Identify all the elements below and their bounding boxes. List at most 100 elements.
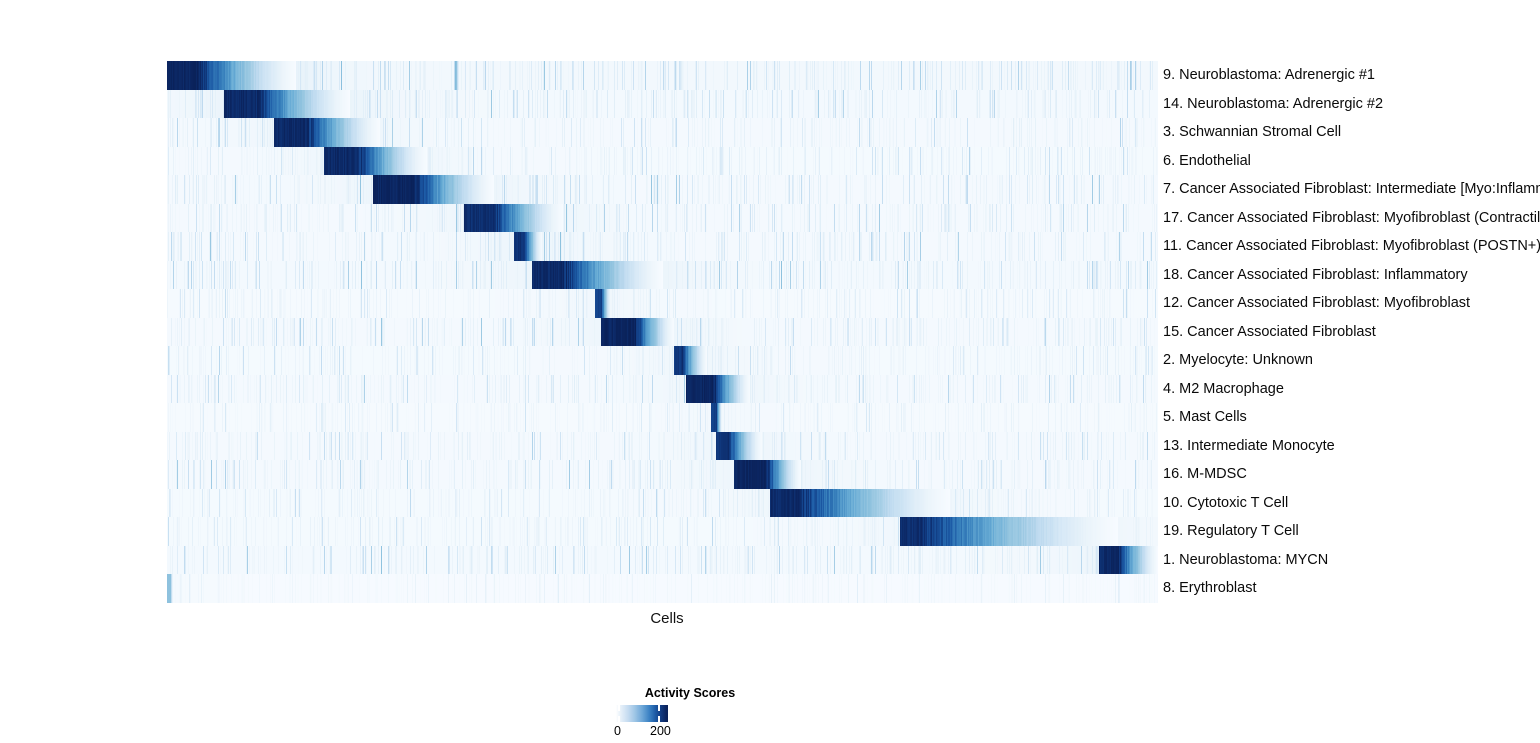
heatmap-cell-run	[570, 89, 574, 119]
heatmap-cell-run	[559, 89, 561, 119]
heatmap-cell-run	[340, 61, 342, 90]
heatmap-cell-run	[456, 89, 458, 119]
heatmap-cell-run	[1043, 232, 1056, 261]
heatmap-cell-run	[473, 89, 475, 119]
heatmap-cell-run	[265, 61, 267, 90]
heatmap-cell-run	[593, 89, 595, 119]
heatmap-cell-run	[332, 61, 338, 90]
heatmap-cell-run	[601, 89, 603, 119]
heatmap-cell-run	[393, 89, 400, 119]
heatmap-cell-run	[1069, 61, 1071, 90]
heatmap-cell-run	[585, 89, 587, 119]
heatmap-cell-run	[183, 61, 185, 90]
heatmap-cell-run	[520, 89, 524, 119]
heatmap-cell-run	[809, 61, 811, 90]
heatmap-cell-run	[229, 89, 231, 119]
heatmap-cell-run	[417, 61, 420, 90]
heatmap-cell-run	[213, 61, 215, 90]
heatmap-cell-run	[366, 61, 368, 90]
heatmap-cell-run	[384, 232, 398, 261]
heatmap-cell-run	[560, 61, 562, 90]
heatmap-cell-run	[1066, 232, 1077, 261]
heatmap-cell-run	[916, 118, 927, 147]
heatmap-cell-run	[629, 89, 631, 119]
heatmap-cell-run	[384, 61, 386, 90]
heatmap-cell-run	[263, 89, 265, 119]
heatmap-cell-run	[443, 89, 446, 119]
heatmap-cell-run	[884, 61, 889, 90]
heatmap-cell-run	[561, 61, 563, 90]
heatmap-cell-run	[747, 61, 749, 90]
heatmap-cell-run	[210, 61, 212, 90]
heatmap-cell-run	[234, 89, 236, 119]
heatmap-cell-run	[642, 89, 644, 119]
heatmap-cell-run	[193, 61, 195, 90]
heatmap-cell-run	[197, 61, 199, 90]
heatmap-cell-run	[625, 89, 627, 119]
heatmap-cell-run	[208, 61, 210, 90]
heatmap-cell-run	[897, 89, 909, 119]
heatmap-cell-run	[489, 89, 492, 119]
heatmap-cell-run	[300, 61, 302, 90]
heatmap-cell-run	[352, 89, 355, 119]
heatmap-cell-run	[214, 61, 216, 90]
heatmap-cell-run	[374, 61, 376, 90]
heatmap-cell-run	[349, 61, 355, 90]
heatmap-cell-run	[218, 89, 224, 119]
heatmap-cell-run	[450, 89, 452, 119]
heatmap-cell-run	[515, 61, 517, 90]
heatmap-cell-run	[197, 89, 199, 119]
heatmap-cell-run	[313, 61, 315, 90]
heatmap-cell-run	[204, 61, 206, 90]
heatmap-cell-run	[195, 89, 197, 119]
heatmap-cell-run	[923, 61, 926, 90]
heatmap-cell-run	[806, 61, 808, 90]
heatmap-cell-run	[323, 89, 325, 119]
heatmap-cell-run	[475, 89, 479, 119]
heatmap-cell-run	[356, 89, 358, 119]
heatmap-cell-run	[1052, 61, 1054, 90]
heatmap-cell-run	[676, 61, 678, 90]
heatmap-cell-run	[1073, 61, 1075, 90]
heatmap-cell-run	[1051, 61, 1053, 90]
heatmap-cell-run	[1139, 203, 1153, 233]
heatmap-cell-run	[339, 61, 341, 90]
heatmap-cell-run	[983, 61, 991, 90]
heatmap-cell-run	[993, 61, 1000, 90]
heatmap-cell-run	[1133, 61, 1135, 90]
heatmap-cell-run	[706, 61, 708, 90]
heatmap-cell-run	[189, 61, 191, 90]
heatmap-cell-run	[417, 89, 419, 119]
heatmap-cell-run	[275, 61, 277, 90]
heatmap-cell-run	[185, 61, 187, 90]
heatmap-cell-run	[569, 61, 573, 90]
heatmap-cell-run	[905, 118, 916, 147]
heatmap-cell-run	[1071, 61, 1073, 90]
heatmap-cell-run	[532, 61, 536, 90]
heatmap-cell-run	[476, 61, 478, 90]
heatmap-cell-run	[516, 89, 518, 119]
heatmap-cell-run	[401, 61, 404, 90]
heatmap-cell-run	[213, 89, 216, 119]
heatmap-cell-run	[1151, 61, 1153, 90]
heatmap-cell-run	[389, 61, 391, 90]
heatmap-cell-run	[243, 61, 245, 90]
heatmap-cell-run	[339, 89, 341, 119]
heatmap-cell-run	[211, 89, 213, 119]
heatmap-cell-run	[295, 89, 297, 119]
heatmap-cell-run	[870, 61, 872, 90]
heatmap-cell-run	[385, 61, 387, 90]
heatmap-cell-run	[643, 89, 647, 119]
heatmap-cell-run	[1119, 61, 1121, 90]
heatmap-row	[167, 203, 1158, 233]
heatmap-cell-run	[956, 61, 960, 90]
heatmap-cell-run	[725, 61, 727, 90]
heatmap-cell-run	[500, 89, 505, 119]
heatmap-cell-run	[1156, 118, 1158, 147]
heatmap-cell-run	[459, 61, 462, 90]
heatmap-cell-run	[490, 61, 492, 90]
heatmap-cell-run	[551, 61, 556, 90]
heatmap-cell-run	[596, 89, 599, 119]
heatmap-cell-run	[310, 89, 312, 119]
heatmap-row	[167, 289, 1158, 318]
